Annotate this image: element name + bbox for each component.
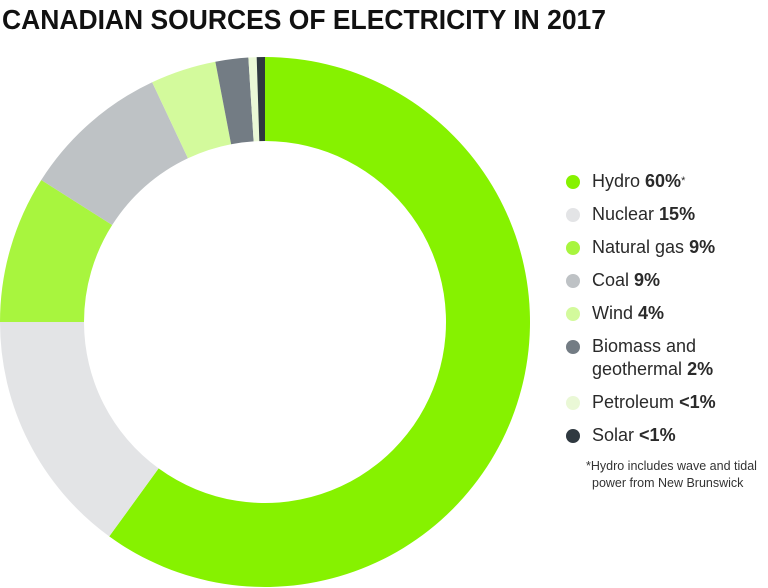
legend-swatch: [566, 396, 580, 410]
legend-item-biomass: Biomass and geothermal 2%: [562, 335, 768, 381]
chart-title-svg: CANADIAN SOURCES OF ELECTRICITY IN 2017: [2, 4, 606, 35]
legend-item-petroleum: Petroleum <1%: [562, 391, 768, 414]
legend-swatch: [566, 429, 580, 443]
legend-item-natural-gas: Natural gas 9%: [562, 236, 768, 259]
donut-slice-biomass-and-geothermal: [215, 57, 254, 145]
legend-swatch: [566, 241, 580, 255]
legend-swatch: [566, 208, 580, 222]
donut-slice-wind: [152, 61, 232, 159]
legend-value: <1%: [679, 392, 716, 412]
legend-item-wind: Wind 4%: [562, 302, 768, 325]
legend-label: Natural gas: [592, 237, 685, 257]
legend-value: 9%: [689, 237, 716, 257]
legend: Hydro 60%* Nuclear 15% Natural gas 9% Co…: [562, 170, 768, 457]
legend-label: Wind: [592, 303, 634, 323]
legend-item-solar: Solar <1%: [562, 424, 768, 447]
chart-title: CANADIAN SOURCES OF ELECTRICITY IN 2017: [2, 4, 606, 35]
legend-value: 60%: [645, 171, 682, 191]
donut-slice-nuclear: [0, 322, 159, 537]
legend-label: Biomass and: [592, 336, 697, 356]
legend-label: Petroleum: [592, 392, 675, 412]
donut-slice-solar: [256, 57, 265, 142]
legend-value: 2%: [687, 359, 714, 379]
footnote-marker: *: [681, 175, 686, 187]
legend-label: Coal: [592, 270, 630, 290]
legend-swatch: [566, 175, 580, 189]
legend-label: Solar: [592, 425, 635, 445]
donut-slice-coal: [41, 82, 188, 226]
legend-label: geothermal: [592, 359, 683, 379]
donut-slice-natural-gas: [0, 180, 113, 322]
legend-label: Nuclear: [592, 204, 655, 224]
legend-swatch: [566, 340, 580, 354]
footnote: *Hydro includes wave and tidal power fro…: [586, 458, 757, 492]
legend-item-hydro: Hydro 60%*: [562, 170, 768, 193]
legend-value: <1%: [639, 425, 676, 445]
legend-value: 15%: [659, 204, 696, 224]
footnote-line: power from New Brunswick: [592, 476, 744, 490]
legend-swatch: [566, 307, 580, 321]
legend-value: 9%: [634, 270, 661, 290]
legend-value: 4%: [638, 303, 665, 323]
donut-slice-hydro: [109, 57, 530, 587]
footnote-line: *Hydro includes wave and tidal: [586, 459, 757, 473]
donut-slice-petroleum: [248, 57, 260, 142]
legend-label: Hydro: [592, 171, 641, 191]
legend-item-coal: Coal 9%: [562, 269, 768, 292]
legend-swatch: [566, 274, 580, 288]
legend-item-nuclear: Nuclear 15%: [562, 203, 768, 226]
